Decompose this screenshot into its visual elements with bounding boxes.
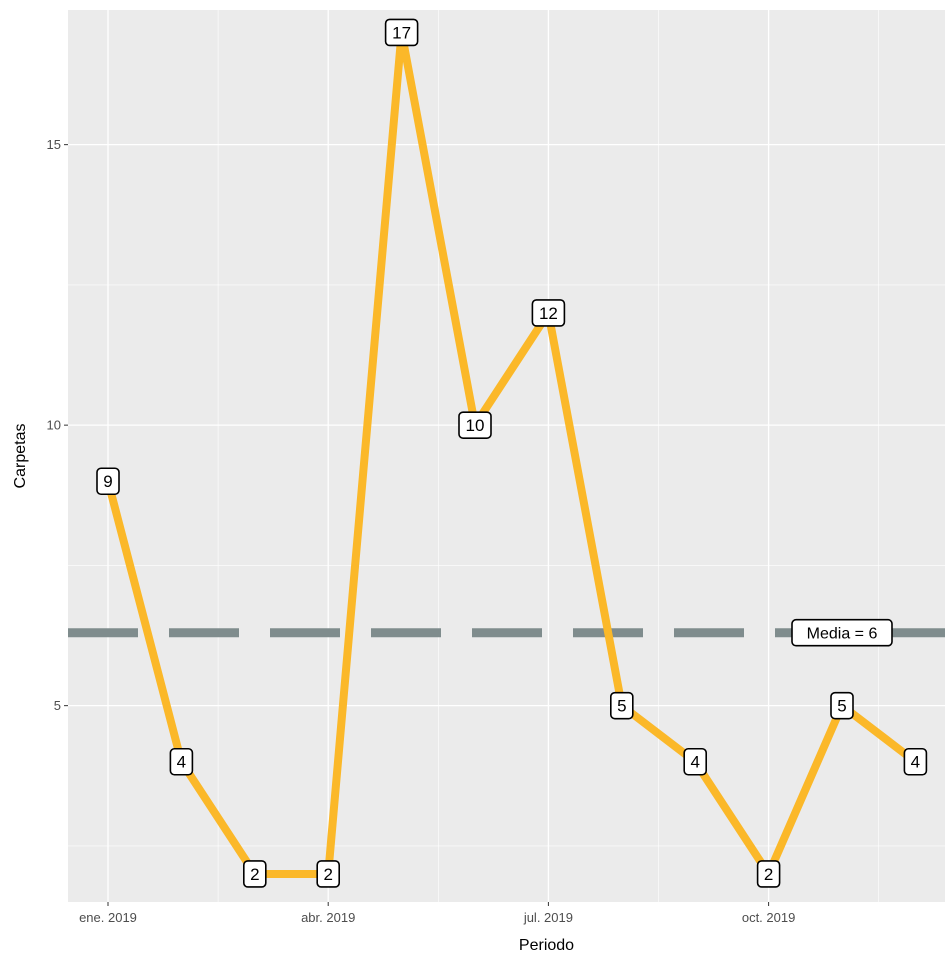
data-label: 2 xyxy=(243,860,267,888)
data-label-box xyxy=(903,747,928,776)
y-axis-title: Carpetas xyxy=(12,424,29,489)
x-axis-title: Periodo xyxy=(519,937,574,954)
data-label: 4 xyxy=(903,747,928,776)
series-line xyxy=(104,31,918,883)
mean-label: Media = 6 xyxy=(791,618,893,647)
data-label-text: 9 xyxy=(103,472,112,491)
data-label: 2 xyxy=(316,860,341,888)
series-polyline xyxy=(104,31,918,883)
data-label-box xyxy=(96,467,120,496)
data-label-text: 10 xyxy=(466,416,485,435)
x-axis: ene. 2019 abr. 2019 jul. 2019 oct. 2019 xyxy=(79,902,795,925)
plot-panel xyxy=(68,10,945,902)
data-label: 10 xyxy=(458,411,492,439)
y-tick-label: 5 xyxy=(54,698,61,713)
data-label-text: 17 xyxy=(392,23,411,42)
data-label-box xyxy=(609,691,634,720)
y-tick-label: 10 xyxy=(47,418,61,433)
x-tick-label: oct. 2019 xyxy=(742,910,796,925)
x-tick-label: ene. 2019 xyxy=(79,910,137,925)
data-label-box xyxy=(683,747,708,776)
data-label: 5 xyxy=(830,691,854,720)
x-tick-label: jul. 2019 xyxy=(523,910,573,925)
data-label-box xyxy=(243,860,267,888)
data-label-text: 5 xyxy=(617,697,626,716)
data-label: 2 xyxy=(756,860,781,888)
y-axis: 5 10 15 xyxy=(47,137,68,713)
data-label-box xyxy=(316,860,341,888)
data-label: 4 xyxy=(169,747,194,776)
major-gridlines xyxy=(68,10,945,902)
minor-gridlines xyxy=(68,10,945,902)
data-label: 17 xyxy=(384,18,419,47)
data-label-text: 2 xyxy=(764,865,773,884)
x-tick-label: abr. 2019 xyxy=(301,910,355,925)
data-label-text: 4 xyxy=(690,753,699,772)
mean-label-text: Media = 6 xyxy=(807,626,878,643)
data-label: 4 xyxy=(683,747,708,776)
data-label-text: 2 xyxy=(250,865,259,884)
data-label-text: 4 xyxy=(911,753,920,772)
data-label-text: 5 xyxy=(837,697,846,716)
data-label-box xyxy=(830,691,854,720)
data-label: 9 xyxy=(96,467,120,496)
data-label-box xyxy=(531,299,566,327)
data-label-box xyxy=(458,411,492,439)
data-labels: 9 4 2 2 17 10 12 5 4 2 5 4 xyxy=(96,18,928,888)
data-label: 12 xyxy=(531,299,566,327)
data-label-text: 2 xyxy=(323,865,332,884)
data-label-box xyxy=(756,860,781,888)
data-label-box xyxy=(384,18,419,47)
data-label-text: 4 xyxy=(177,753,186,772)
data-label: 5 xyxy=(609,691,634,720)
data-label-text: 12 xyxy=(539,304,558,323)
y-tick-label: 15 xyxy=(47,137,61,152)
data-label-box xyxy=(169,747,194,776)
